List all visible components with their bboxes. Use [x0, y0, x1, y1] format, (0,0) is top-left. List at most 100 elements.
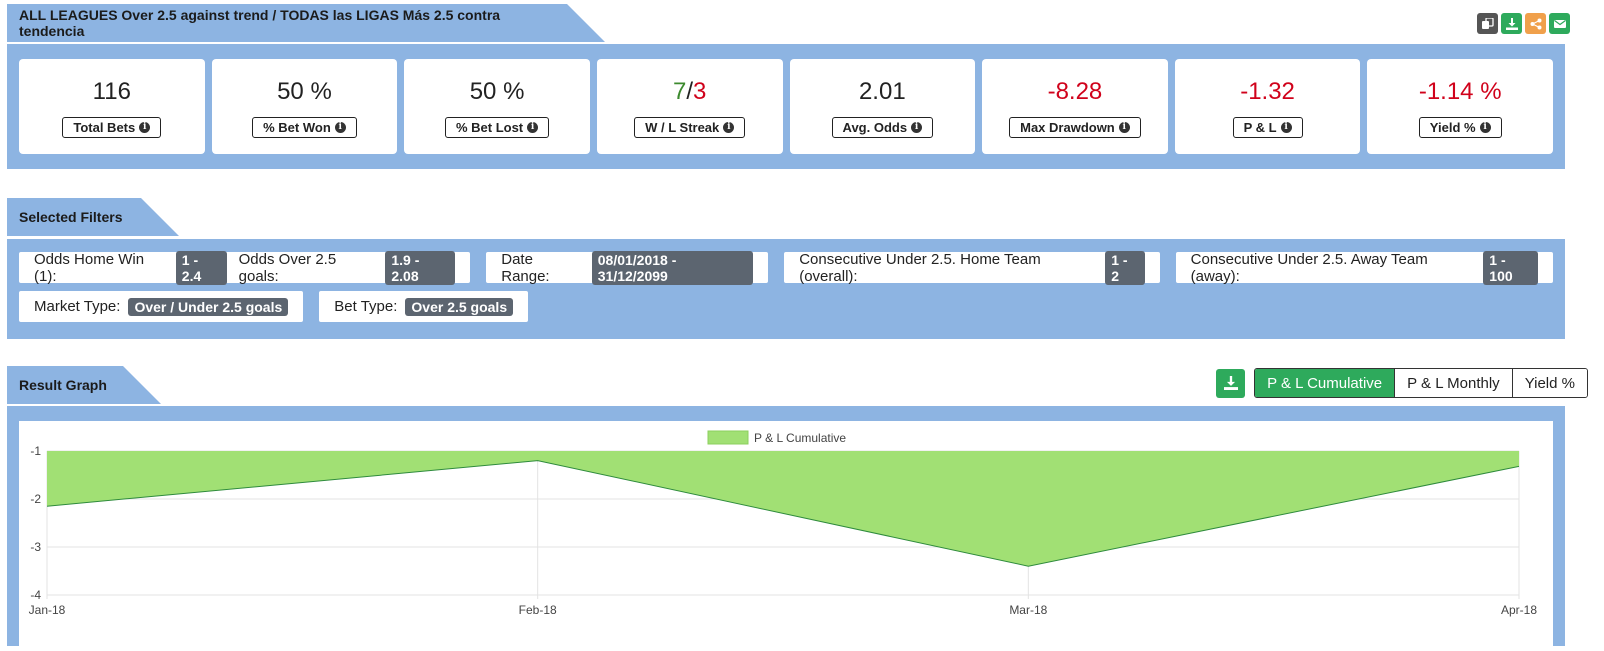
info-icon: i — [911, 122, 923, 133]
share-button[interactable] — [1525, 13, 1546, 34]
graph-panel: -1 -2 -3 -4 Jan-18 Feb-18 Mar-18 Apr-18 P & L Cu… — [7, 406, 1565, 646]
filter-label: Market Type: — [34, 298, 121, 315]
stat-value: 7/3 — [673, 77, 706, 107]
y-tick-label: -4 — [30, 588, 41, 602]
filters-row: Market Type: Over / Under 2.5 goals Bet … — [19, 291, 1553, 322]
graph-title: Result Graph — [19, 377, 107, 393]
stat-label-text: % Bet Lost — [455, 120, 524, 135]
pl-cumulative-line — [46, 460, 1520, 567]
filter-label: Odds Over 2.5 goals: — [238, 250, 337, 285]
chart-area: -1 -2 -3 -4 Jan-18 Feb-18 Mar-18 Apr-18 P & L Cu… — [19, 421, 1553, 646]
stat-value: 50 % — [277, 78, 332, 105]
filters-title: Selected Filters — [19, 209, 123, 225]
stat-card-max-drawdown: -8.28 Max Drawdown i — [982, 59, 1168, 154]
download-icon — [1223, 376, 1238, 390]
filter-label: Odds Home Win (1): — [34, 250, 145, 285]
filters-tab: Selected Filters — [7, 198, 179, 236]
stat-label[interactable]: Yield % i — [1418, 117, 1502, 138]
stat-label[interactable]: % Bet Lost i — [444, 117, 550, 138]
filter-consecutive-away: Consecutive Under 2.5. Away Team (away):… — [1175, 250, 1553, 285]
stat-label-text: % Bet Won — [263, 120, 331, 135]
x-tick-label: Mar-18 — [1009, 603, 1047, 617]
info-icon: i — [1479, 122, 1491, 133]
email-icon — [1553, 19, 1566, 28]
filter-value: 1.9 - 2.08 — [385, 250, 456, 285]
filter-label: Date Range: — [501, 250, 550, 285]
copy-button[interactable] — [1477, 13, 1498, 34]
stat-card-total-bets: 116 Total Bets i — [19, 59, 205, 154]
streak-sep: / — [686, 78, 694, 105]
filter-bet-type: Bet Type: Over 2.5 goals — [319, 291, 529, 322]
info-icon: i — [1118, 122, 1130, 133]
stat-card-bet-won: 50 % % Bet Won i — [211, 59, 398, 154]
filter-value: 1 - 2.4 — [175, 250, 227, 285]
filter-label: Bet Type: — [334, 298, 398, 315]
info-icon: i — [139, 122, 151, 133]
stat-label-text: Max Drawdown — [1020, 120, 1115, 135]
graph-download-button[interactable] — [1216, 368, 1246, 398]
pl-cumulative-area — [47, 451, 1519, 567]
stat-label[interactable]: % Bet Won i — [252, 117, 357, 138]
legend-label: P & L Cumulative — [754, 431, 846, 445]
filter-value: 1 - 100 — [1483, 250, 1538, 285]
graph-tab: Result Graph — [7, 366, 161, 404]
info-icon: i — [723, 122, 735, 133]
stat-label-text: Total Bets — [73, 120, 136, 135]
streak-won: 7 — [672, 78, 687, 105]
stat-label-text: P & L — [1243, 120, 1277, 135]
filter-market-type: Market Type: Over / Under 2.5 goals — [19, 291, 304, 322]
stat-value: -1.14 % — [1418, 78, 1502, 105]
y-tick-label: -1 — [30, 444, 41, 458]
stat-value: -1.32 — [1240, 78, 1295, 105]
x-tick-label: Apr-18 — [1501, 603, 1537, 617]
y-tick-label: -2 — [30, 492, 41, 506]
tab-yield[interactable]: Yield % — [1511, 369, 1587, 397]
stat-card-bet-lost: 50 % % Bet Lost i — [404, 59, 590, 154]
copy-icon — [1481, 17, 1494, 29]
info-icon: i — [1280, 122, 1292, 133]
stat-value: 50 % — [469, 78, 525, 105]
tab-pl-cumulative[interactable]: P & L Cumulative — [1255, 369, 1395, 397]
graph-controls: P & L Cumulative P & L Monthly Yield % — [1216, 368, 1588, 398]
tab-pl-monthly[interactable]: P & L Monthly — [1394, 369, 1512, 397]
info-icon: i — [334, 122, 346, 133]
filter-date-range: Date Range: 08/01/2018 - 31/12/2099 — [486, 250, 769, 285]
strategy-title: ALL LEAGUES Over 2.5 against trend / TOD… — [19, 7, 501, 39]
filters-row: Odds Home Win (1): 1 - 2.4 Odds Over 2.5… — [19, 250, 1553, 285]
stat-card-wl-streak: 7/3 W / L Streak i — [596, 59, 783, 154]
filter-value: Over 2.5 goals — [405, 297, 514, 316]
stat-value: 2.01 — [858, 78, 906, 105]
stat-card-avg-odds: 2.01 Avg. Odds i — [789, 59, 976, 154]
streak-lost: 3 — [693, 78, 707, 105]
filter-label: Consecutive Under 2.5. Away Team (away): — [1190, 250, 1428, 285]
stat-label[interactable]: Max Drawdown i — [1009, 117, 1141, 138]
stat-label[interactable]: W / L Streak i — [634, 117, 746, 138]
stats-panel: 116 Total Bets i 50 % % Bet Won i 50 % % B… — [7, 44, 1565, 169]
filter-value: Over / Under 2.5 goals — [128, 297, 289, 316]
filters-panel: Odds Home Win (1): 1 - 2.4 Odds Over 2.5… — [7, 239, 1565, 339]
filter-odds: Odds Home Win (1): 1 - 2.4 Odds Over 2.5… — [19, 250, 471, 285]
stat-label-text: W / L Streak — [645, 120, 720, 135]
header-actions — [1477, 13, 1570, 34]
legend-swatch — [707, 430, 749, 445]
download-icon — [1505, 17, 1518, 30]
filter-value: 1 - 2 — [1105, 250, 1145, 285]
graph-mode-toggle: P & L Cumulative P & L Monthly Yield % — [1254, 368, 1588, 398]
filter-label: Consecutive Under 2.5. Home Team (overal… — [799, 250, 1041, 285]
y-tick-label: -3 — [30, 540, 41, 554]
x-tick-label: Jan-18 — [29, 603, 66, 617]
filter-consecutive-home: Consecutive Under 2.5. Home Team (overal… — [784, 250, 1160, 285]
stat-label[interactable]: Total Bets i — [62, 117, 162, 138]
x-tick-label: Feb-18 — [519, 603, 557, 617]
stat-label-text: Avg. Odds — [842, 120, 908, 135]
strategy-title-tab: ALL LEAGUES Over 2.5 against trend / TOD… — [7, 4, 605, 42]
download-button[interactable] — [1501, 13, 1522, 34]
filter-value: 08/01/2018 - 31/12/2099 — [591, 250, 754, 285]
email-button[interactable] — [1549, 13, 1570, 34]
share-icon — [1530, 18, 1541, 29]
stat-label-text: Yield % — [1429, 120, 1476, 135]
stat-label[interactable]: Avg. Odds i — [831, 117, 934, 138]
